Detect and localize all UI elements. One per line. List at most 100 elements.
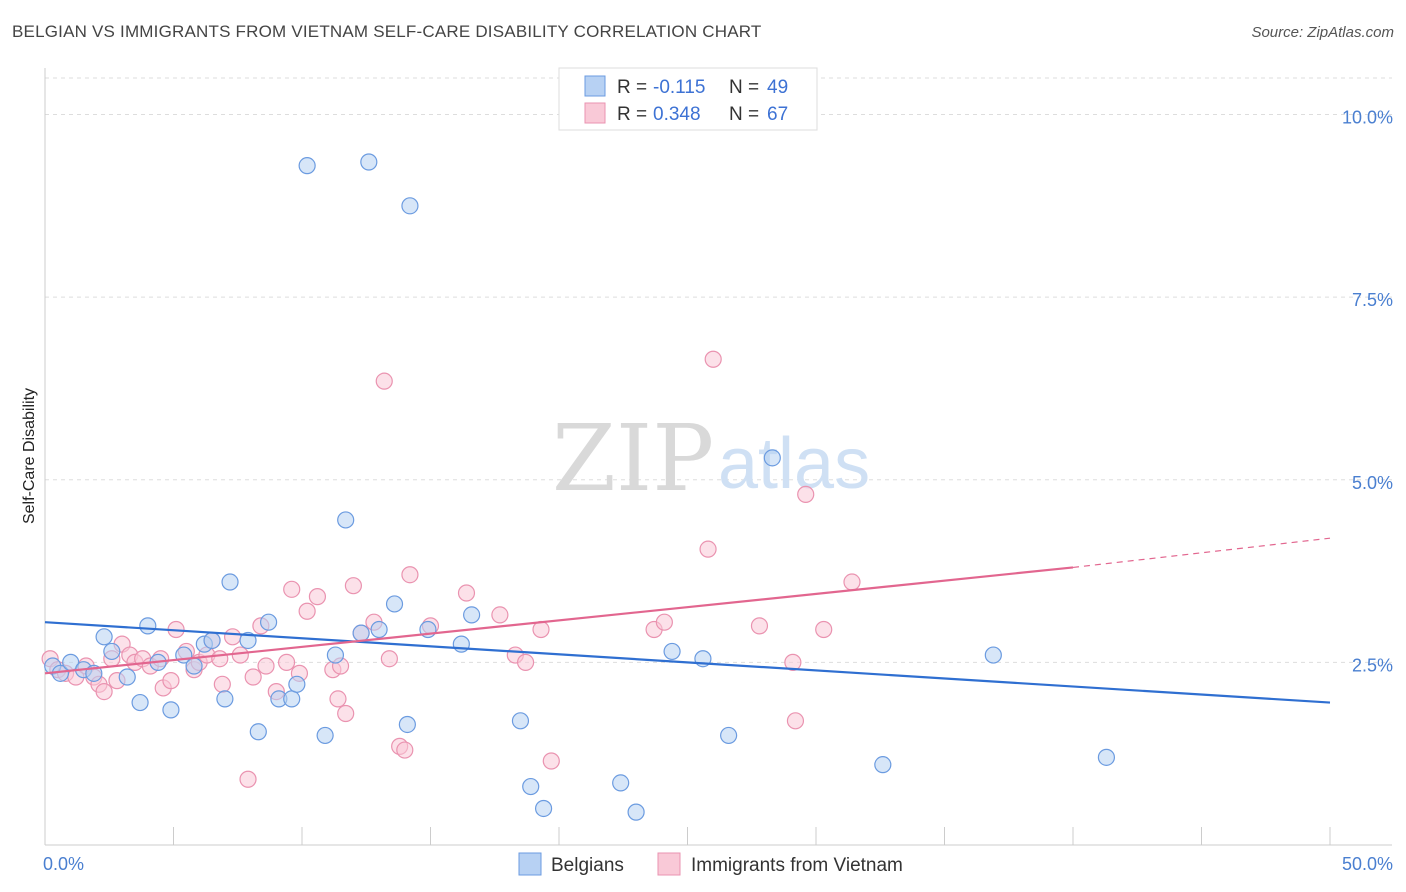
belgians-point bbox=[221, 573, 239, 591]
vietnam-point bbox=[244, 668, 262, 686]
vietnam-point bbox=[815, 620, 833, 639]
vietnam-trend-extension bbox=[1072, 537, 1331, 569]
vietnam-point bbox=[750, 617, 769, 635]
belgians-point bbox=[352, 624, 370, 642]
belgians-point bbox=[874, 756, 892, 774]
vietnam-point bbox=[162, 672, 180, 690]
vietnam-point bbox=[231, 646, 249, 664]
vietnam-point bbox=[655, 613, 673, 631]
belgians-point bbox=[239, 631, 257, 650]
vietnam-point bbox=[704, 350, 722, 368]
vietnam-r-label: R = bbox=[617, 104, 647, 125]
belgians-point bbox=[298, 157, 316, 175]
belgians-point bbox=[663, 642, 681, 661]
vietnam-point bbox=[337, 704, 355, 723]
vietnam-point bbox=[396, 741, 414, 759]
belgians-point bbox=[385, 595, 404, 613]
belgians-point bbox=[720, 726, 738, 745]
chart-title: BELGIAN VS IMMIGRANTS FROM VIETNAM SELF-… bbox=[12, 22, 762, 41]
belgians-point bbox=[401, 197, 419, 215]
belgians-point bbox=[337, 511, 355, 529]
axes bbox=[44, 68, 1392, 846]
belgians-point bbox=[463, 606, 481, 624]
vietnam-point bbox=[784, 653, 802, 671]
vietnam-point bbox=[457, 584, 476, 602]
vietnam-point bbox=[211, 650, 229, 668]
belgians-point bbox=[95, 628, 113, 646]
vietnam-point bbox=[308, 588, 327, 606]
belgians-point bbox=[398, 715, 416, 734]
vietnam-n-label: N = bbox=[729, 104, 759, 125]
belgians-n-label: N = bbox=[729, 77, 759, 98]
vietnam-point bbox=[95, 682, 113, 701]
belgians-trend-line bbox=[44, 621, 1331, 704]
belgians-point bbox=[763, 449, 781, 467]
belgians-n-value: 49 bbox=[767, 77, 788, 98]
vietnam-point bbox=[491, 606, 509, 624]
belgians-point bbox=[283, 690, 301, 708]
belgians-point bbox=[316, 726, 334, 745]
watermark-zip: ZIP bbox=[552, 405, 714, 512]
vietnam-point bbox=[298, 602, 316, 620]
trend-lines bbox=[44, 537, 1331, 704]
vietnam-trend-line bbox=[44, 566, 1074, 675]
vietnam-point bbox=[375, 372, 393, 390]
vietnam-point bbox=[843, 573, 861, 591]
belgians-point bbox=[612, 774, 630, 792]
legend-vietnam-swatch bbox=[657, 852, 681, 876]
watermark: ZIP atlas bbox=[552, 405, 870, 512]
belgians-point bbox=[326, 646, 345, 664]
belgians-point bbox=[216, 690, 234, 708]
belgians-point bbox=[249, 723, 267, 741]
series-vietnam-points bbox=[41, 350, 861, 788]
stats-legend: R = -0.115 N = 49 R = 0.348 N = 67 bbox=[558, 67, 818, 131]
vietnam-point bbox=[516, 653, 535, 671]
vietnam-n-value: 67 bbox=[767, 104, 788, 125]
legend-belgians-label: Belgians bbox=[551, 855, 624, 876]
y-tick-labels: 2.5% 5.0% 7.5% 10.0% bbox=[1342, 108, 1393, 676]
vietnam-point bbox=[344, 577, 362, 595]
belgians-point bbox=[370, 620, 388, 639]
legend-vietnam-label: Immigrants from Vietnam bbox=[691, 855, 903, 876]
vietnam-point bbox=[239, 770, 257, 788]
belgians-point bbox=[534, 799, 553, 818]
belgians-point bbox=[452, 635, 470, 653]
x-tick-labels: 0.0% 50.0% bbox=[43, 854, 1393, 874]
vietnam-r-value: 0.348 bbox=[653, 104, 701, 125]
source-credit: Source: ZipAtlas.com bbox=[1251, 24, 1394, 41]
belgians-point bbox=[131, 693, 149, 712]
belgians-point bbox=[103, 642, 121, 661]
belgians-point bbox=[185, 657, 203, 675]
vietnam-swatch bbox=[584, 102, 606, 124]
series-legend: Belgians Immigrants from Vietnam bbox=[518, 852, 903, 876]
belgians-point bbox=[118, 668, 136, 686]
belgians-point bbox=[511, 712, 530, 730]
vietnam-point bbox=[401, 566, 419, 584]
vietnam-point bbox=[224, 628, 242, 646]
belgians-point bbox=[288, 675, 306, 693]
belgians-point bbox=[627, 803, 645, 821]
belgians-point bbox=[360, 153, 378, 171]
belgians-point bbox=[522, 777, 540, 796]
legend-belgians-swatch bbox=[518, 852, 542, 876]
vietnam-point bbox=[277, 653, 296, 671]
vietnam-point bbox=[257, 657, 275, 675]
belgians-swatch bbox=[584, 75, 606, 97]
belgians-point bbox=[162, 701, 180, 719]
y-tick-label-3: 10.0% bbox=[1342, 108, 1393, 128]
belgians-r-value: -0.115 bbox=[653, 77, 705, 98]
belgians-point bbox=[984, 646, 1002, 664]
belgians-point bbox=[1097, 748, 1116, 766]
y-tick-label-0: 2.5% bbox=[1352, 655, 1393, 675]
y-axis-label: Self-Care Disability bbox=[21, 388, 38, 524]
series-belgians-points bbox=[44, 153, 1116, 821]
vietnam-point bbox=[797, 485, 815, 503]
x-tick-label-1: 50.0% bbox=[1342, 854, 1393, 874]
y-tick-label-1: 5.0% bbox=[1352, 473, 1393, 493]
belgians-point bbox=[259, 613, 278, 631]
vietnam-point bbox=[542, 752, 560, 770]
vietnam-point bbox=[329, 690, 347, 708]
vietnam-point bbox=[699, 540, 717, 558]
x-tick-label-0: 0.0% bbox=[43, 854, 84, 874]
